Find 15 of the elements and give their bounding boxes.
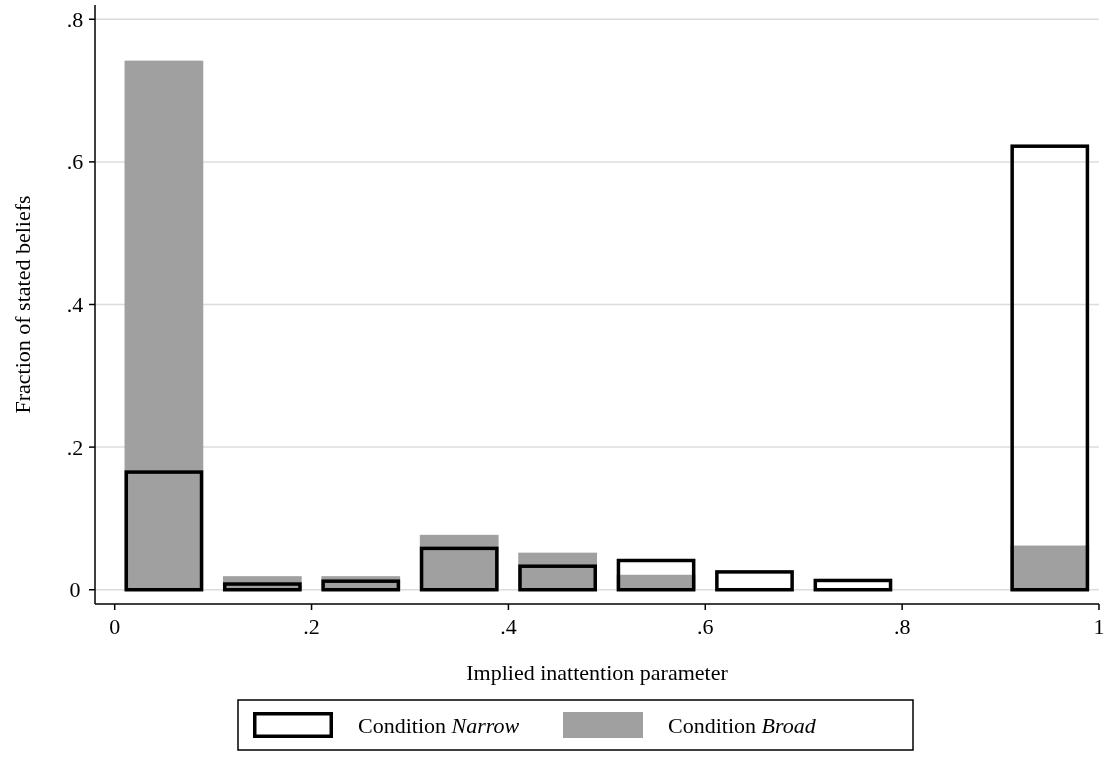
y-tick-label: 0	[69, 577, 81, 603]
y-tick-label: .6	[66, 149, 84, 175]
legend-label: Condition Broad	[668, 712, 817, 738]
x-tick-label: 0	[109, 614, 121, 639]
x-tick-label: .2	[303, 614, 320, 639]
x-tick-label: .6	[697, 614, 714, 639]
legend-label: Condition Narrow	[358, 712, 520, 738]
x-tick-label: .8	[893, 614, 911, 639]
x-tick-label: 1	[1093, 614, 1105, 639]
y-tick-label: .4	[66, 292, 84, 317]
y-axis-title: Fraction of stated beliefs	[10, 195, 35, 414]
x-axis-title: Implied inattention parameter	[466, 660, 729, 685]
y-tick-label: .2	[66, 434, 84, 460]
y-tick-label: .8	[66, 6, 84, 32]
x-tick-label: .4	[500, 614, 517, 639]
